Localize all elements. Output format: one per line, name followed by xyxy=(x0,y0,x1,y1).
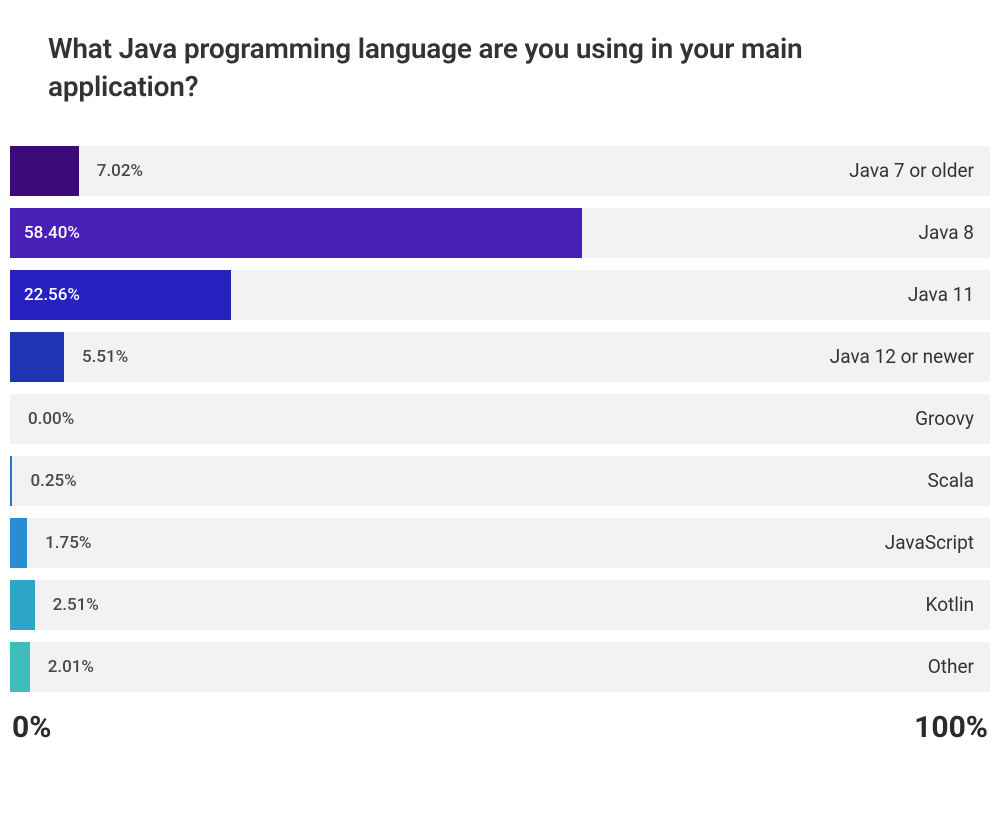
axis-min: 0% xyxy=(12,710,51,745)
bar-row: 1.75% JavaScript xyxy=(10,518,990,568)
bar-row: 0.00% Groovy xyxy=(10,394,990,444)
bar-value: 0.25% xyxy=(30,471,76,491)
bar-label: JavaScript xyxy=(885,531,974,554)
bar-value: 2.01% xyxy=(48,657,94,677)
bar-fill xyxy=(10,146,79,196)
bar-row: 5.51% Java 12 or newer xyxy=(10,332,990,382)
bar-track xyxy=(10,146,990,196)
bar-label: Scala xyxy=(927,469,974,492)
bar-value: 58.40% xyxy=(10,223,80,243)
bar-value: 2.51% xyxy=(53,595,99,615)
bar-rows: 7.02% Java 7 or older 58.40% Java 8 22.5… xyxy=(10,146,990,692)
bar-label: Groovy xyxy=(915,407,974,430)
bar-fill xyxy=(10,580,35,630)
bar-track xyxy=(10,518,990,568)
bar-row: 2.51% Kotlin xyxy=(10,580,990,630)
bar-row: 22.56% Java 11 xyxy=(10,270,990,320)
bar-value: 7.02% xyxy=(97,161,143,181)
bar-row: 0.25% Scala xyxy=(10,456,990,506)
bar-fill xyxy=(10,208,582,258)
bar-row: 2.01% Other xyxy=(10,642,990,692)
bar-label: Java 11 xyxy=(908,283,974,306)
bar-track xyxy=(10,456,990,506)
bar-value: 0.00% xyxy=(28,409,74,429)
bar-label: Java 8 xyxy=(919,221,974,244)
bar-label: Kotlin xyxy=(926,593,974,616)
bar-value: 22.56% xyxy=(10,285,80,305)
bar-value: 5.51% xyxy=(82,347,128,367)
bar-label: Java 7 or older xyxy=(849,159,974,182)
bar-row: 58.40% Java 8 xyxy=(10,208,990,258)
bar-label: Java 12 or newer xyxy=(830,345,974,368)
bar-fill xyxy=(10,518,27,568)
axis-max: 100% xyxy=(914,710,988,745)
bar-fill xyxy=(10,332,64,382)
bar-row: 7.02% Java 7 or older xyxy=(10,146,990,196)
chart-title: What Java programming language are you u… xyxy=(48,30,868,106)
java-language-chart: What Java programming language are you u… xyxy=(0,0,1000,745)
bar-track xyxy=(10,642,990,692)
bar-fill xyxy=(10,456,12,506)
bar-value: 1.75% xyxy=(45,533,91,553)
bar-track xyxy=(10,580,990,630)
bar-track xyxy=(10,394,990,444)
x-axis: 0% 100% xyxy=(10,710,990,745)
bar-label: Other xyxy=(928,655,974,678)
bar-fill xyxy=(10,642,30,692)
